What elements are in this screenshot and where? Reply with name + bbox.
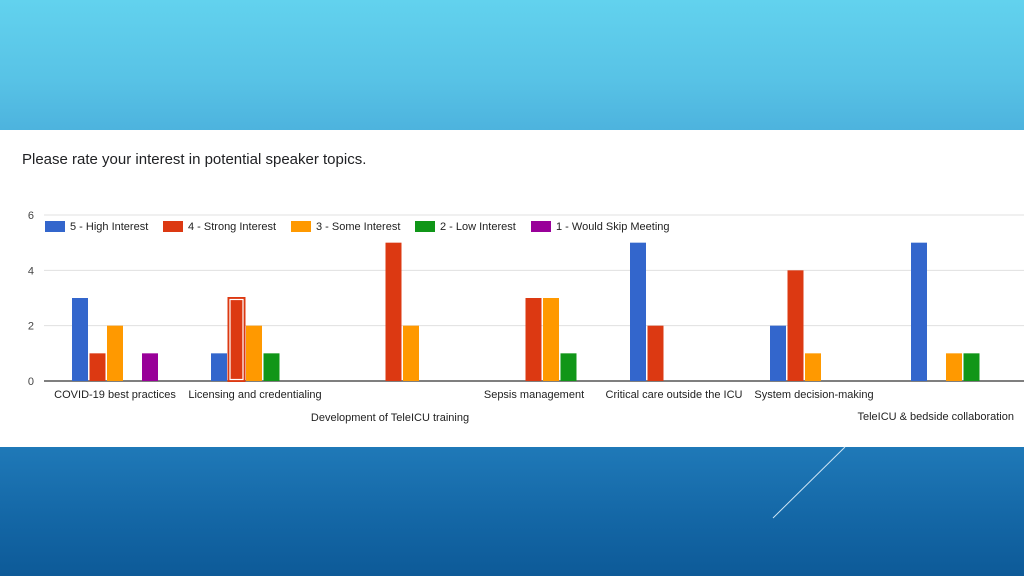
bar [107, 325, 123, 381]
chart-panel: Please rate your interest in potential s… [0, 130, 1024, 447]
x-tick-label: System decision-making [754, 389, 873, 401]
x-tick-label: Critical care outside the ICU [606, 389, 743, 401]
legend-label: 4 - Strong Interest [188, 221, 276, 233]
legend-label: 3 - Some Interest [316, 221, 400, 233]
legend-swatch [415, 221, 435, 232]
legend-swatch [163, 221, 183, 232]
x-tick-label: Development of TeleICU training [311, 412, 469, 424]
bar [228, 298, 245, 381]
y-tick-label: 2 [28, 321, 34, 333]
y-tick-label: 6 [28, 210, 34, 222]
bar [246, 325, 262, 381]
top-decorative-band [0, 0, 1024, 130]
x-tick-label: TeleICU & bedside collaboration [857, 411, 1014, 423]
bar [403, 325, 419, 381]
x-tick-label: Sepsis management [484, 389, 584, 401]
bar [911, 242, 927, 381]
legend: 5 - High Interest 4 - Strong Interest 3 - … [45, 221, 670, 233]
bar-chart: 0 2 4 6 COVID-19 best practices Licensing an… [28, 210, 1024, 424]
bar [787, 270, 804, 381]
bar [525, 298, 542, 381]
bar [263, 353, 280, 381]
bar [142, 353, 158, 381]
legend-label: 1 - Would Skip Meeting [556, 221, 670, 233]
bar [805, 353, 821, 381]
bar [543, 298, 559, 381]
bar [72, 298, 88, 381]
legend-label: 5 - High Interest [70, 221, 148, 233]
bar [770, 325, 786, 381]
chart-title: Please rate your interest in potential s… [22, 151, 367, 168]
bar [211, 353, 227, 381]
decorative-line [772, 446, 846, 519]
y-tick-label: 4 [28, 265, 34, 277]
legend-swatch [45, 221, 65, 232]
legend-label: 2 - Low Interest [440, 221, 516, 233]
legend-swatch [531, 221, 551, 232]
bar [630, 242, 646, 381]
bar [946, 353, 962, 381]
highlighted-bar-border [227, 297, 246, 382]
bar [560, 353, 577, 381]
y-axis-ticks: 0 2 4 6 [28, 210, 34, 388]
legend-swatch [291, 221, 311, 232]
x-tick-label: COVID-19 best practices [54, 389, 176, 401]
x-tick-label: Licensing and credentialing [188, 389, 321, 401]
bar [89, 353, 106, 381]
bar [963, 353, 980, 381]
bar [647, 325, 664, 381]
bar [385, 242, 402, 381]
bottom-decorative-band [0, 447, 1024, 576]
y-tick-label: 0 [28, 376, 34, 388]
x-axis-labels: COVID-19 best practices Licensing and cre… [54, 389, 1014, 424]
highlighted-bar-outline [229, 298, 244, 381]
bars [72, 242, 980, 382]
